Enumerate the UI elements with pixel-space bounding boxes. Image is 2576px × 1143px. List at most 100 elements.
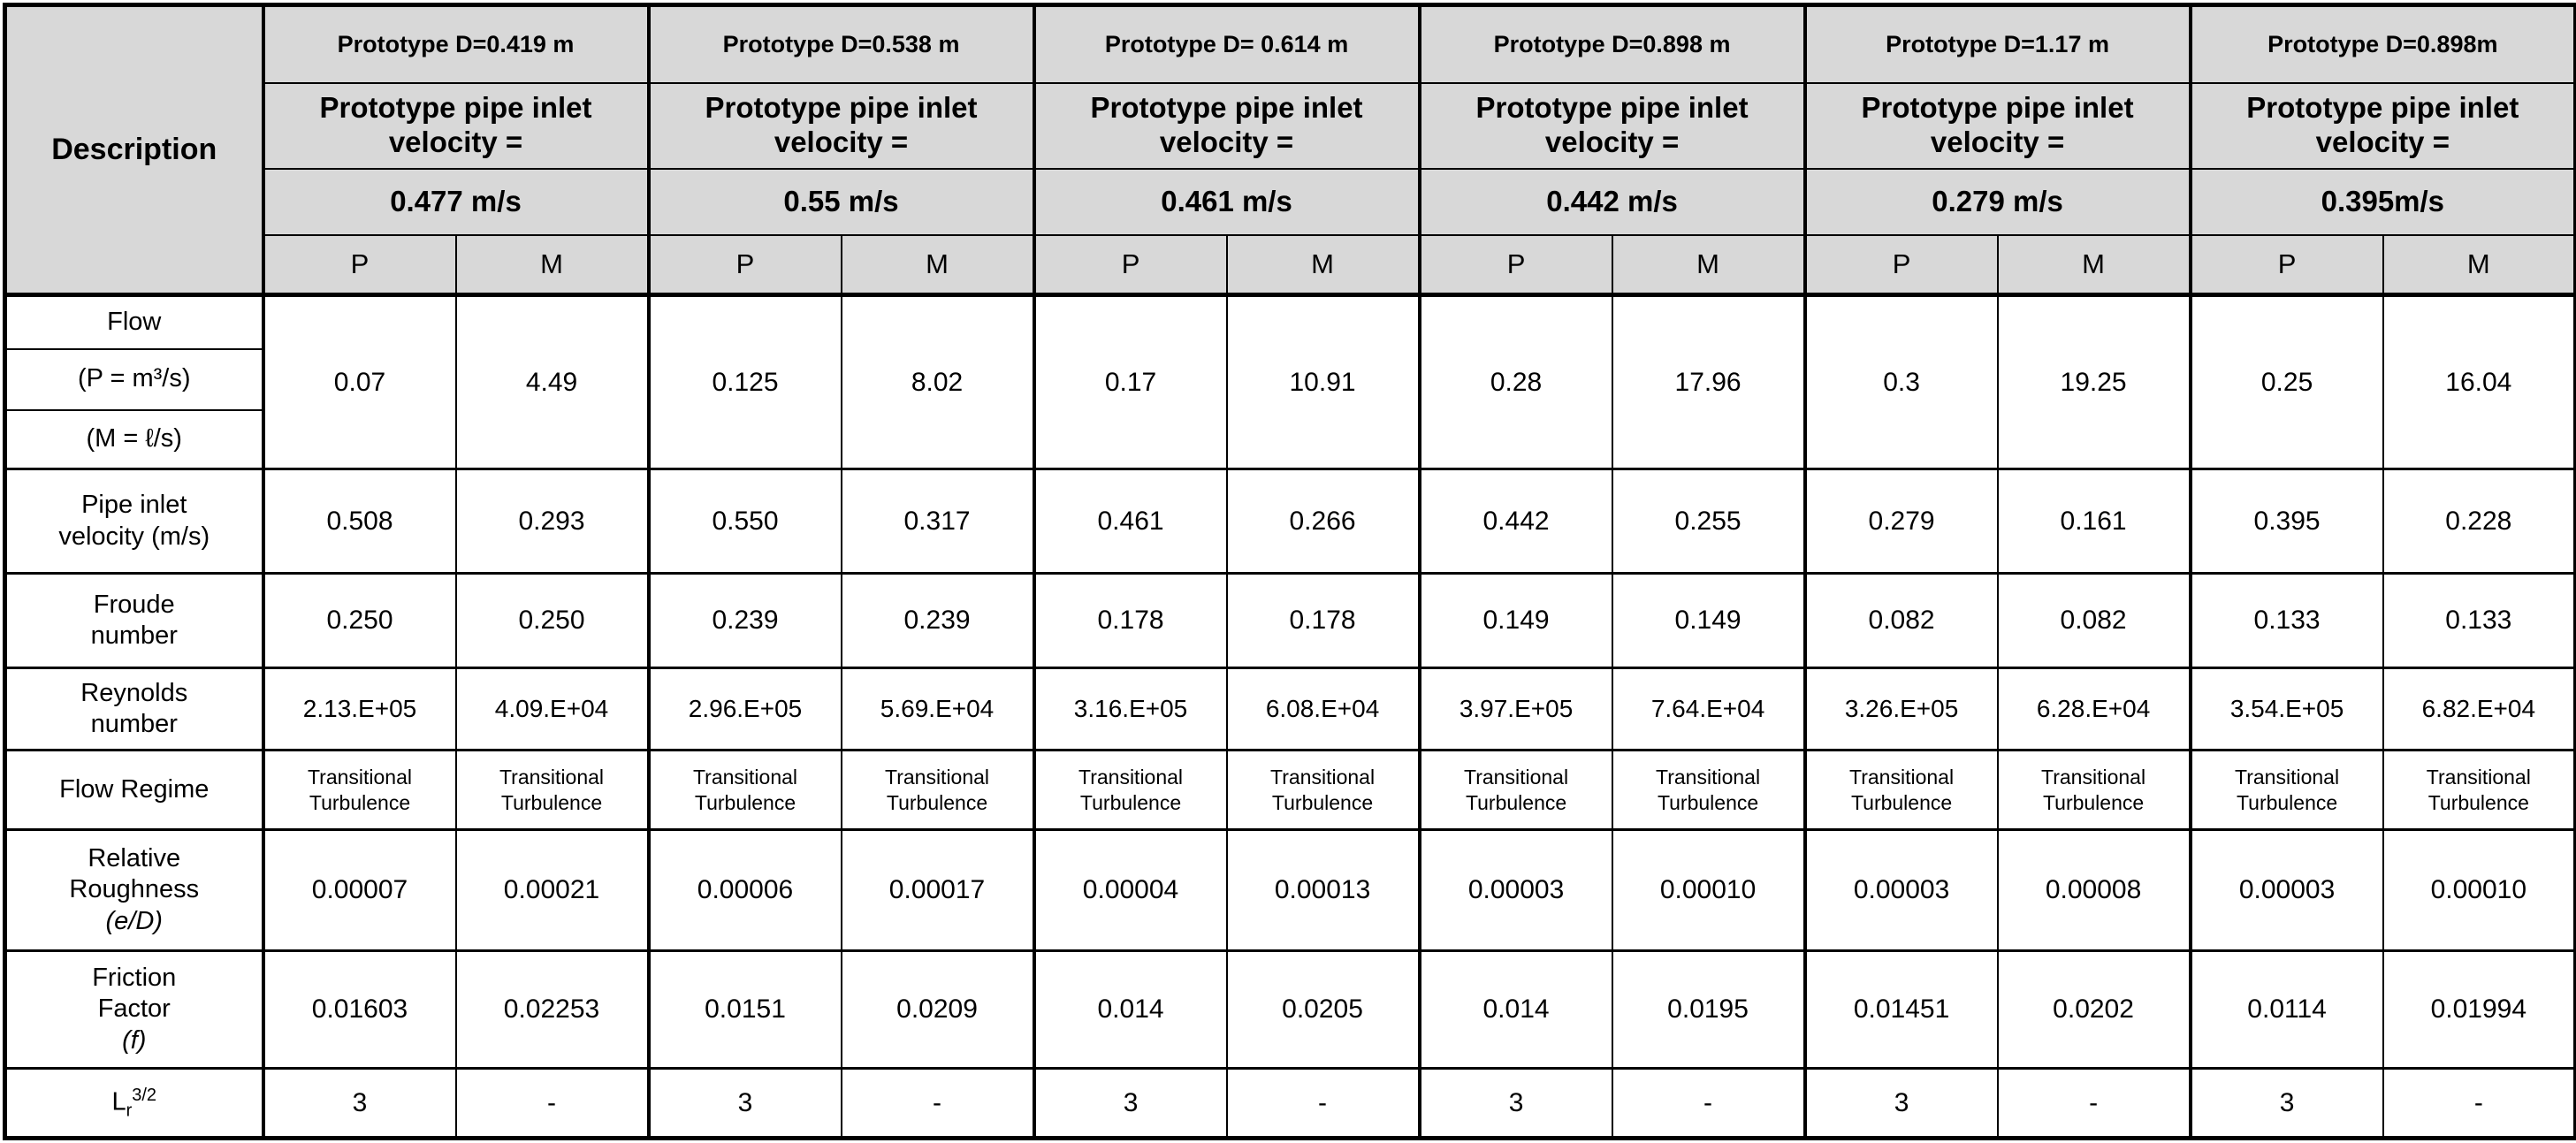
pm-header: P: [646, 233, 842, 297]
relative-roughness-cell: 0.00010: [2382, 828, 2576, 952]
pipe-velocity-cell: 0.255: [1611, 468, 1806, 575]
froude-row-label: Froude number: [4, 572, 264, 669]
flow-regime-cell: Transitional Turbulence: [840, 749, 1035, 831]
relative-roughness-cell: 0.00004: [1032, 828, 1228, 952]
flow-regime-cell: Transitional Turbulence: [1225, 749, 1421, 831]
flow-row-label-units-m: (M = ℓ/s): [4, 408, 264, 470]
friction-factor-cell: 0.0202: [1996, 949, 2191, 1070]
group-diameter-header: Prototype D= 0.614 m: [1032, 4, 1421, 84]
froude-cell: 0.250: [261, 572, 457, 669]
reynolds-cell: 6.08.E+04: [1225, 667, 1421, 751]
froude-cell: 0.239: [840, 572, 1035, 669]
flow-regime-cell: Transitional Turbulence: [1802, 749, 1999, 831]
pm-header: M: [1996, 233, 2191, 297]
friction-factor-cell: 0.02253: [454, 949, 650, 1070]
relative-roughness-cell: 0.00003: [1417, 828, 1613, 952]
flow-regime-cell: Transitional Turbulence: [646, 749, 842, 831]
velocity-value-header: 0.395m/s: [2188, 167, 2576, 236]
reynolds-cell: 2.13.E+05: [261, 667, 457, 751]
length-ratio-cell: 3: [261, 1067, 457, 1139]
flow-row-label: Flow: [4, 293, 264, 350]
length-ratio-row-label: Lr3/2: [4, 1067, 264, 1139]
flow-regime-cell: Transitional Turbulence: [1032, 749, 1228, 831]
flow-cell: 17.96: [1611, 293, 1806, 470]
pipe-velocity-cell: 0.161: [1996, 468, 2191, 575]
relative-roughness-cell: 0.00003: [1802, 828, 1999, 952]
velocity-value-header: 0.55 m/s: [646, 167, 1035, 236]
flow-regime-cell: Transitional Turbulence: [1417, 749, 1613, 831]
flow-regime-cell: Transitional Turbulence: [454, 749, 650, 831]
pm-header: M: [454, 233, 650, 297]
relative-roughness-cell: 0.00017: [840, 828, 1035, 952]
flow-regime-row-label: Flow Regime: [4, 749, 264, 831]
pipe-velocity-cell: 0.395: [2188, 468, 2384, 575]
group-diameter-header: Prototype D=0.538 m: [646, 4, 1035, 84]
length-ratio-cell: 3: [1417, 1067, 1613, 1139]
flow-cell: 19.25: [1996, 293, 2191, 470]
reynolds-cell: 6.82.E+04: [2382, 667, 2576, 751]
friction-factor-cell: 0.01994: [2382, 949, 2576, 1070]
flow-regime-cell: Transitional Turbulence: [261, 749, 457, 831]
reynolds-cell: 4.09.E+04: [454, 667, 650, 751]
pm-header: P: [1417, 233, 1613, 297]
froude-cell: 0.178: [1032, 572, 1228, 669]
velocity-value-header: 0.461 m/s: [1032, 167, 1421, 236]
reynolds-cell: 5.69.E+04: [840, 667, 1035, 751]
flow-regime-cell: Transitional Turbulence: [1996, 749, 2191, 831]
pipe-velocity-cell: 0.293: [454, 468, 650, 575]
pipe-velocity-cell: 0.317: [840, 468, 1035, 575]
flow-regime-cell: Transitional Turbulence: [1611, 749, 1806, 831]
relative-roughness-cell: 0.00013: [1225, 828, 1421, 952]
length-ratio-cell: -: [840, 1067, 1035, 1139]
flow-cell: 0.25: [2188, 293, 2384, 470]
length-ratio-cell: -: [1225, 1067, 1421, 1139]
velocity-label-header: Prototype pipe inlet velocity =: [2188, 81, 2576, 170]
reynolds-cell: 7.64.E+04: [1611, 667, 1806, 751]
pipe-velocity-cell: 0.461: [1032, 468, 1228, 575]
group-diameter-header: Prototype D=0.898 m: [1417, 4, 1806, 84]
length-ratio-cell: -: [2382, 1067, 2576, 1139]
velocity-label-header: Prototype pipe inlet velocity =: [261, 81, 650, 170]
froude-cell: 0.149: [1611, 572, 1806, 669]
friction-factor-cell: 0.0205: [1225, 949, 1421, 1070]
reynolds-cell: 6.28.E+04: [1996, 667, 2191, 751]
reynolds-row-label: Reynolds number: [4, 667, 264, 751]
relative-roughness-cell: 0.00010: [1611, 828, 1806, 952]
froude-cell: 0.149: [1417, 572, 1613, 669]
flow-cell: 0.125: [646, 293, 842, 470]
froude-cell: 0.250: [454, 572, 650, 669]
froude-cell: 0.239: [646, 572, 842, 669]
pm-header: M: [1225, 233, 1421, 297]
friction-factor-cell: 0.014: [1417, 949, 1613, 1070]
pipe-velocity-cell: 0.508: [261, 468, 457, 575]
relative-roughness-row-label: Relative Roughness (e/D): [4, 828, 264, 952]
pipe-velocity-cell: 0.228: [2382, 468, 2576, 575]
pm-header: P: [261, 233, 457, 297]
pm-header: P: [2188, 233, 2384, 297]
flow-regime-cell: Transitional Turbulence: [2382, 749, 2576, 831]
group-diameter-header: Prototype D=1.17 m: [1802, 4, 2191, 84]
reynolds-cell: 3.54.E+05: [2188, 667, 2384, 751]
length-ratio-cell: 3: [646, 1067, 842, 1139]
flow-regime-cell: Transitional Turbulence: [2188, 749, 2384, 831]
pm-header: M: [2382, 233, 2576, 297]
relative-roughness-cell: 0.00003: [2188, 828, 2384, 952]
length-ratio-cell: 3: [2188, 1067, 2384, 1139]
flow-cell: 0.3: [1802, 293, 1999, 470]
velocity-label-header: Prototype pipe inlet velocity =: [1032, 81, 1421, 170]
flow-cell: 0.28: [1417, 293, 1613, 470]
froude-cell: 0.082: [1996, 572, 2191, 669]
pipe-velocity-cell: 0.442: [1417, 468, 1613, 575]
reynolds-cell: 3.16.E+05: [1032, 667, 1228, 751]
reynolds-cell: 3.26.E+05: [1802, 667, 1999, 751]
group-diameter-header: Prototype D=0.419 m: [261, 4, 650, 84]
froude-cell: 0.082: [1802, 572, 1999, 669]
froude-cell: 0.133: [2382, 572, 2576, 669]
description-header: Description: [4, 4, 264, 297]
reynolds-cell: 2.96.E+05: [646, 667, 842, 751]
friction-factor-cell: 0.01603: [261, 949, 457, 1070]
friction-factor-cell: 0.0114: [2188, 949, 2384, 1070]
friction-factor-row-label: Friction Factor (f): [4, 949, 264, 1070]
friction-factor-cell: 0.0151: [646, 949, 842, 1070]
pm-header: M: [840, 233, 1035, 297]
